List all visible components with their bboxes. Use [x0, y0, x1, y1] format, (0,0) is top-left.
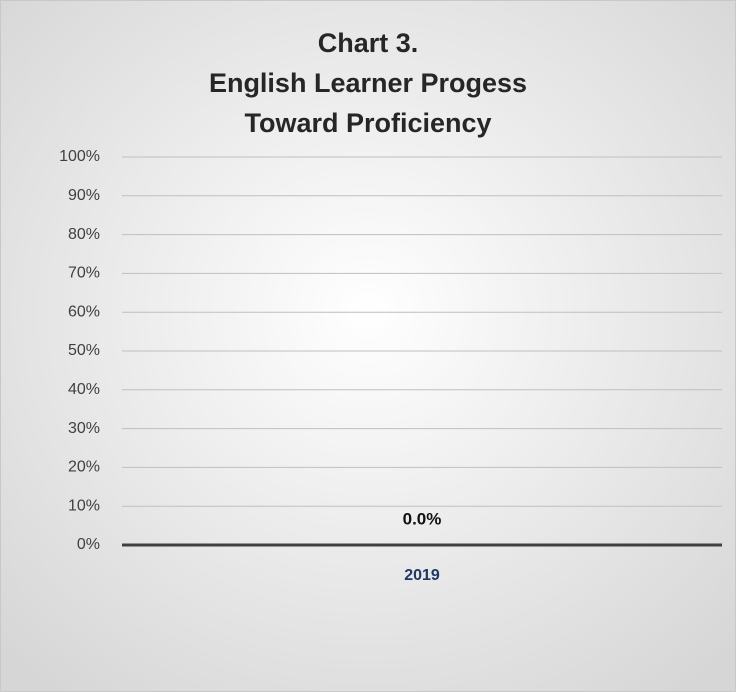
- y-tick-label: 0%: [77, 536, 100, 553]
- y-tick-label: 70%: [68, 265, 100, 282]
- y-tick-label: 60%: [68, 303, 100, 320]
- chart-title: Toward Proficiency: [244, 108, 491, 138]
- y-tick-label: 20%: [68, 459, 100, 476]
- y-tick-label: 80%: [68, 226, 100, 243]
- y-tick-label: 50%: [68, 342, 100, 359]
- y-tick-label: 100%: [59, 148, 100, 165]
- x-tick-label: 2019: [404, 567, 440, 584]
- y-tick-label: 10%: [68, 497, 100, 514]
- y-tick-label: 40%: [68, 381, 100, 398]
- y-tick-label: 30%: [68, 420, 100, 437]
- data-label: 0.0%: [403, 509, 442, 528]
- y-tick-label: 90%: [68, 187, 100, 204]
- chart-title: Chart 3.: [318, 28, 419, 58]
- chart-title: English Learner Progess: [209, 68, 527, 98]
